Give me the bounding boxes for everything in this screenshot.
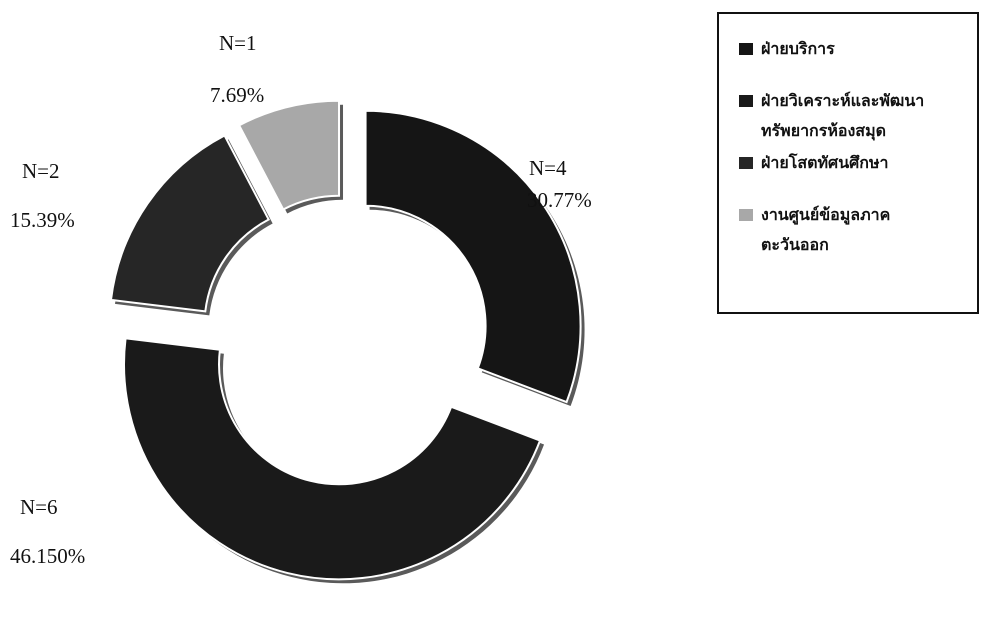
slice-eastern-center — [237, 99, 341, 211]
legend-swatch-audiovisual — [739, 157, 753, 169]
donut-chart: N=4 30.77% N=6 46.150% N=2 15.39% N=1 7.… — [10, 31, 592, 584]
donut-slices — [109, 99, 585, 584]
label-count-eastern-center: N=1 — [219, 31, 257, 55]
data-label-audiovisual: N=2 15.39% — [10, 159, 75, 232]
legend-item-service: ฝ่ายบริการ — [739, 34, 967, 64]
legend-item-eastern-center: งานศูนย์ข้อมูลภาค ตะวันออก — [739, 200, 967, 260]
legend-swatch-service — [739, 43, 753, 55]
label-percent-analysis: 46.150% — [10, 544, 85, 568]
data-label-service: N=4 30.77% — [527, 156, 592, 212]
label-count-analysis: N=6 — [20, 495, 58, 519]
legend-swatch-eastern-center — [739, 209, 753, 221]
slice-audiovisual — [109, 134, 271, 313]
legend-text-service: ฝ่ายบริการ — [761, 39, 835, 58]
legend-swatch-analysis — [739, 95, 753, 107]
legend-text-analysis-line1: ฝ่ายวิเคราะห์และพัฒนา — [761, 91, 925, 110]
legend-item-analysis: ฝ่ายวิเคราะห์และพัฒนา ทรัพยากรห้องสมุด — [739, 86, 967, 146]
data-label-analysis: N=6 46.150% — [10, 495, 85, 568]
legend-text-eastern-center-line1: งานศูนย์ข้อมูลภาค — [761, 205, 891, 224]
label-percent-service: 30.77% — [527, 188, 592, 212]
data-label-eastern-center: N=1 7.69% — [210, 31, 264, 107]
legend-item-audiovisual: ฝ่ายโสตทัศนศึกษา — [739, 148, 967, 178]
slice-analysis — [123, 337, 542, 581]
legend: ฝ่ายบริการ ฝ่ายวิเคราะห์และพัฒนา ทรัพยาก… — [717, 12, 979, 314]
legend-text-analysis-line2: ทรัพยากรห้องสมุด — [761, 121, 886, 140]
label-count-service: N=4 — [529, 156, 567, 180]
slice-service — [364, 109, 582, 404]
label-count-audiovisual: N=2 — [22, 159, 60, 183]
legend-text-eastern-center-line2: ตะวันออก — [761, 235, 829, 254]
label-percent-eastern-center: 7.69% — [210, 83, 264, 107]
legend-text-audiovisual: ฝ่ายโสตทัศนศึกษา — [761, 153, 889, 172]
label-percent-audiovisual: 15.39% — [10, 208, 75, 232]
